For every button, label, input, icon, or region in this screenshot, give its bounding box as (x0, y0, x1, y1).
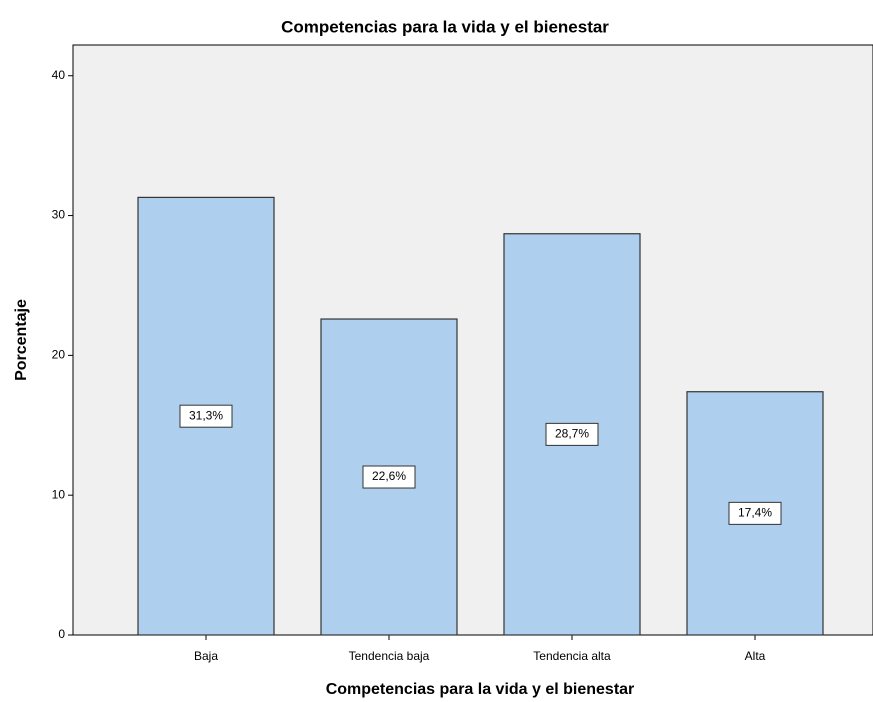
value-label-box (545, 422, 599, 446)
y-tick-label: 30 (52, 208, 66, 222)
value-label: 22,6% (372, 469, 406, 483)
chart-title: Competencias para la vida y el bienestar (281, 17, 609, 36)
y-tick-label: 10 (52, 487, 66, 501)
x-axis-title: Competencias para la vida y el bienestar (326, 681, 635, 698)
value-label: 31,3% (189, 408, 223, 422)
y-tick-label: 20 (52, 348, 66, 362)
value-label: 28,7% (555, 427, 589, 441)
y-tick-label: 0 (58, 627, 65, 641)
value-label-box (179, 404, 233, 428)
value-label: 17,4% (738, 506, 772, 520)
value-label-box (728, 501, 782, 525)
x-tick-label: Tendencia alta (533, 649, 611, 663)
value-label-box (362, 465, 416, 489)
x-tick-label: Baja (194, 649, 218, 663)
x-tick-label: Alta (745, 649, 766, 663)
y-axis-title: Porcentaje (13, 299, 30, 381)
y-tick-label: 40 (52, 68, 66, 82)
x-tick-label: Tendencia baja (349, 649, 430, 663)
